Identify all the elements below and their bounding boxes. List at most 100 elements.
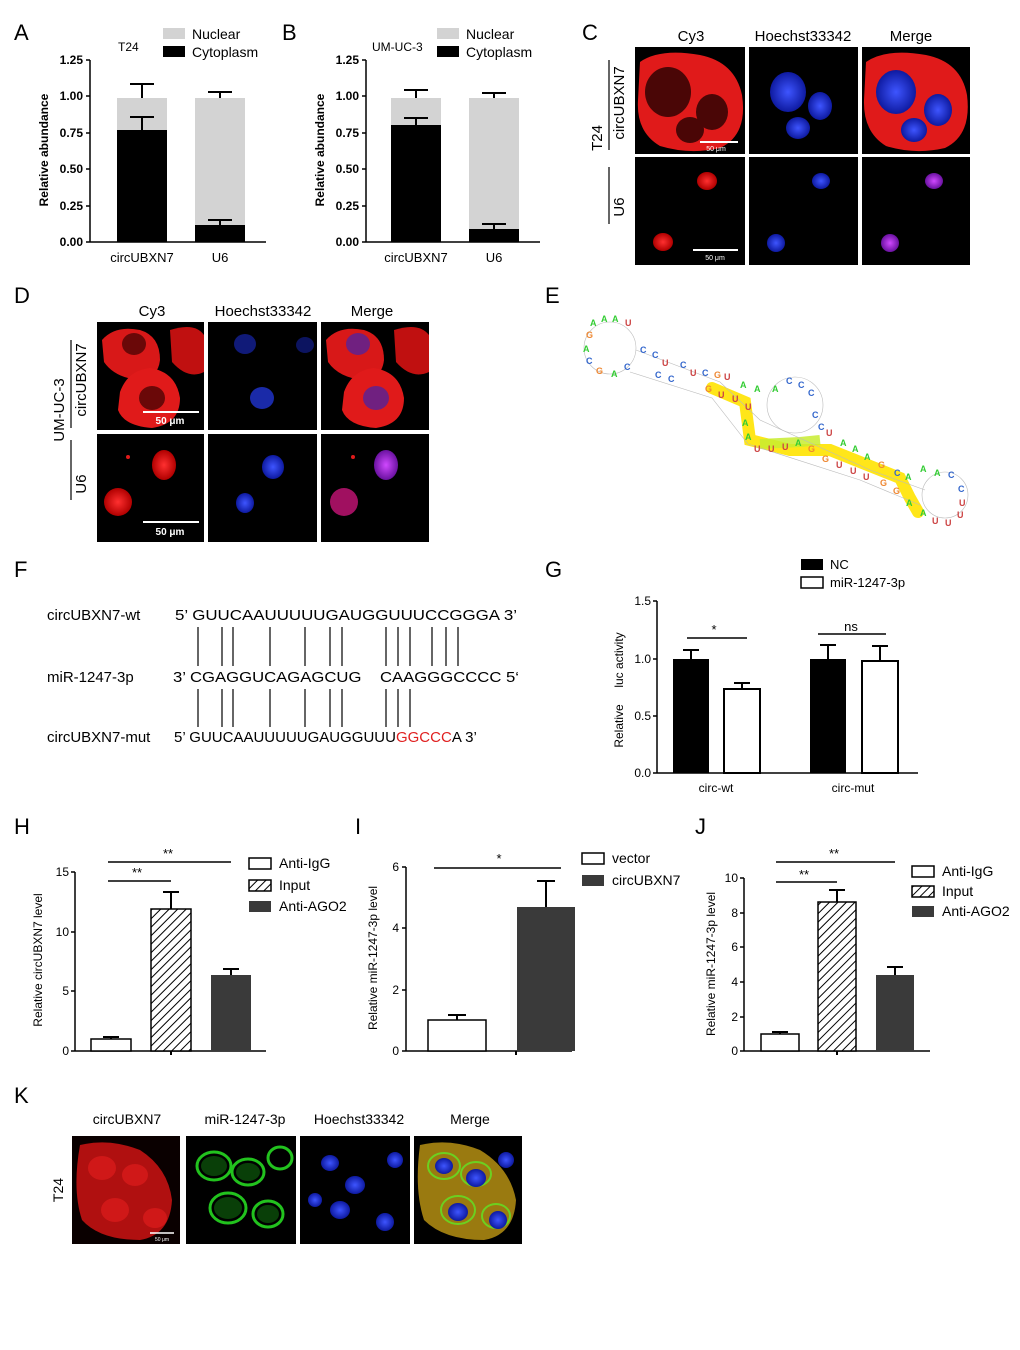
panel-a-ytick-label: 0.25 [60,199,84,213]
micrograph-k-hoechst [300,1136,410,1244]
mutated-bases: GGCCC [396,729,452,746]
legend-swatch-nc [801,559,823,570]
panel-b-chart: UM-UC-3 Nuclear Cytoplasm Relative abund… [313,26,540,265]
svg-text:U: U [782,442,789,452]
panel-g-y-axis-label-2: luc activity [612,632,626,687]
svg-text:U: U [850,466,857,476]
svg-text:A: A [740,380,747,390]
svg-text:A: A [864,452,871,462]
bar-input [817,901,857,1052]
legend-label-nuclear: Nuclear [192,26,241,42]
svg-text:U: U [836,460,843,470]
legend-swatch-nuclear [437,28,459,39]
bar-circubxn7 [517,907,575,1051]
bar-cytoplasm-u6 [469,229,519,242]
svg-text:C: C [668,374,675,384]
panel-b-ytick-label: 0.50 [336,162,360,176]
svg-text:U: U [945,518,952,528]
panel-g-y-axis-label-1: Relative [612,704,626,748]
svg-text:G: G [705,384,712,394]
svg-text:C: C [680,360,687,370]
panel-a-category-label: circUBXN7 [110,250,174,265]
panel-k-column-header: Merge [450,1111,490,1127]
legend-swatch-circubxn7 [582,875,604,886]
svg-text:C: C [640,345,647,355]
panel-c-column-header: Cy3 [678,28,705,45]
bar-cytoplasm-circubxn7 [117,130,167,242]
panel-g-ytick-label: 1.0 [634,652,651,666]
svg-text:G: G [714,370,721,380]
svg-text:A: A [612,314,619,324]
significance-marker: ** [132,865,142,880]
significance-marker: ** [799,867,809,882]
panel-j-ytick-label: 8 [731,906,738,920]
svg-text:G: G [893,486,900,496]
legend-swatch-anti-ago2 [912,906,934,917]
panel-h-y-axis-label: Relative circUBXN7 level [31,893,45,1026]
panel-a-ytick-label: 0.50 [60,162,84,176]
micrograph-c-cy3-circubxn7: 50 μm [635,47,745,154]
sequence-mut: 5’ GUUCAAUUUUUGAUGGUUUGGCCCA 3’ [174,729,477,746]
panel-g-chart: NC miR-1247-3p Relative luc activity 0.0… [612,557,918,795]
panel-a-y-axis-label: Relative abundance [37,93,51,206]
svg-text:C: C [652,350,659,360]
legend-label-input: Input [279,877,310,893]
bar-nuclear-u6 [195,98,245,225]
panel-c-row-label: circUBXN7 [611,66,628,139]
panel-letter-b: B [282,20,297,45]
svg-text:A: A [920,464,927,474]
svg-text:C: C [812,410,819,420]
sequence-label-mir: miR-1247-3p [47,669,134,686]
svg-text:A: A [590,318,597,328]
legend-label-anti-ago2: Anti-AGO2 [942,903,1010,919]
panel-d-cell-line-label: UM-UC-3 [51,378,68,441]
micrograph-c-merge-circubxn7 [862,47,970,154]
bar-anti-igg [90,1038,132,1052]
panel-a-chart: T24 Nuclear Cytoplasm Relative abundance… [37,26,266,265]
panel-d-micrographs: Cy3 Hoechst33342 Merge UM-UC-3 circUBXN7… [51,303,429,542]
legend-label-cytoplasm: Cytoplasm [466,44,532,60]
scale-bar-label: 50 μm [705,255,725,262]
panel-g-category-label: circ-wt [699,781,734,795]
panel-d-column-header: Hoechst33342 [215,303,312,320]
bar-nc-circ-wt [673,659,709,773]
legend-label-nc: NC [830,557,849,572]
bar-anti-igg [760,1033,800,1052]
legend-swatch-anti-ago2 [249,901,271,912]
panel-i-ytick-label: 4 [392,921,399,935]
micrograph-c-cy3-u6: 50 μm [635,157,745,265]
panel-h-ytick-label: 10 [56,925,70,939]
panel-g-ytick-label: 0.0 [634,766,651,780]
significance-marker: * [496,851,501,866]
panel-b-ytick-label: 0.75 [336,126,360,140]
panel-k-cell-line-label: T24 [50,1178,66,1202]
svg-text:A: A [742,418,749,428]
bar-nc-circ-mut [810,659,846,773]
scale-bar-label: 50 μm [156,416,185,427]
panel-d-column-header: Merge [351,303,394,320]
svg-text:G: G [880,478,887,488]
svg-text:C: C [798,380,805,390]
scale-bar-label: 50 μm [156,527,185,538]
micrograph-d-merge-circubxn7 [321,322,429,430]
panel-b-cell-line: UM-UC-3 [372,40,423,54]
panel-g-ytick-label: 1.5 [634,594,651,608]
panel-h-ytick-label: 5 [62,984,69,998]
svg-text:C: C [948,470,955,480]
micrograph-k-merge [414,1136,522,1244]
legend-label-anti-igg: Anti-IgG [279,855,330,871]
svg-text:A: A [611,369,618,379]
panel-k-micrographs: circUBXN7 miR-1247-3p Hoechst33342 Merge… [50,1111,522,1244]
svg-text:A: A [754,384,761,394]
svg-text:A: A [905,472,912,482]
legend-swatch-nuclear [163,28,185,39]
legend-swatch-input [248,879,272,892]
svg-text:A: A [920,508,927,518]
bar-cytoplasm-circubxn7 [391,125,441,242]
panel-h-chart: Anti-IgG Input Anti-AGO2 Relative circUB… [31,846,347,1058]
panel-b-ytick-label: 0.25 [336,199,360,213]
panel-b-y-axis-label: Relative abundance [313,93,327,206]
bar-mir-circ-mut [861,660,899,774]
svg-text:U: U [690,368,697,378]
bar-mir-circ-wt [723,688,761,774]
